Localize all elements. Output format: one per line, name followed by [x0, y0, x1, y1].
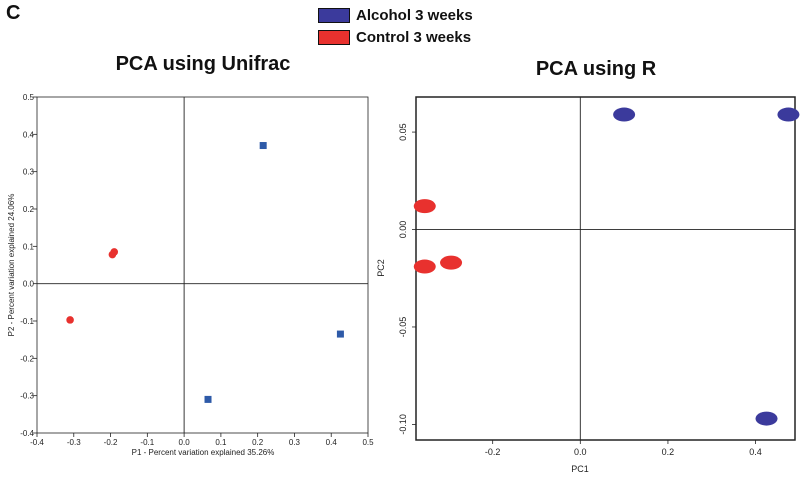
- y-tick-label: 0.4: [23, 130, 35, 139]
- y-tick-label: -0.05: [398, 317, 408, 338]
- chart-title: PCA using Unifrac: [116, 53, 291, 75]
- x-tick-label: 0.2: [662, 447, 675, 457]
- x-tick-label: 0.2: [252, 438, 264, 447]
- plot-frame: [36, 96, 369, 434]
- x-tick-label: 0.0: [574, 447, 587, 457]
- data-point-control: [413, 259, 436, 274]
- data-point-alcohol: [259, 142, 267, 150]
- y-tick-label: -0.1: [20, 317, 34, 326]
- x-tick-label: 0.0: [179, 438, 191, 447]
- data-point-alcohol: [336, 330, 344, 338]
- y-tick-label: 0.5: [23, 93, 35, 102]
- legend-label-alcohol: Alcohol 3 weeks: [356, 6, 473, 24]
- y-tick-label: 0.1: [23, 242, 35, 251]
- x-tick-label: -0.2: [104, 438, 118, 447]
- x-tick-label: 0.4: [749, 447, 762, 457]
- legend-label-control: Control 3 weeks: [356, 28, 472, 46]
- chart-pca-r: PCA using R -0.2 0.0 0.2 0.4 0.05 0.00 -0.05 -0.…: [376, 58, 800, 474]
- legend-swatch-control: [318, 29, 350, 45]
- data-point-control: [66, 316, 74, 324]
- data-point-control: [440, 255, 463, 270]
- panel-label: C: [6, 2, 21, 24]
- y-axis-label: P2 - Percent variation explained 24.06%: [7, 194, 16, 337]
- legend-item-alcohol: Alcohol 3 weeks: [318, 4, 473, 26]
- y-axis-label: PC2: [376, 259, 386, 277]
- x-tick-label: 0.1: [215, 438, 227, 447]
- y-tick-label: -0.10: [398, 414, 408, 435]
- y-tick-label: 0.2: [23, 205, 35, 214]
- legend: Alcohol 3 weeks Control 3 weeks: [318, 4, 473, 48]
- x-tick-label: 0.3: [289, 438, 301, 447]
- x-tick-label: -0.1: [140, 438, 154, 447]
- x-tick-label: 0.4: [326, 438, 338, 447]
- y-tick-label: 0.05: [398, 123, 408, 141]
- y-tick-label: -0.2: [20, 354, 34, 363]
- x-axis-label: PC1: [571, 464, 589, 474]
- y-tick-label: -0.4: [20, 429, 34, 438]
- legend-item-control: Control 3 weeks: [318, 26, 473, 48]
- data-point-alcohol: [204, 395, 212, 403]
- y-tick-label: 0.00: [398, 221, 408, 239]
- x-axis-label: P1 - Percent variation explained 35.26%: [132, 448, 275, 457]
- y-tick-label: 0.3: [23, 168, 35, 177]
- data-point-alcohol: [777, 107, 800, 122]
- y-tick-label: 0.0: [23, 280, 35, 289]
- data-point-alcohol: [613, 107, 636, 122]
- x-tick-label: 0.5: [362, 438, 374, 447]
- legend-swatch-alcohol: [318, 7, 350, 23]
- data-point-alcohol: [755, 411, 778, 426]
- y-tick-label: -0.3: [20, 392, 34, 401]
- chart-title: PCA using R: [536, 58, 657, 80]
- chart-pca-unifrac: PCA using Unifrac -0.4 -0.3 -0.2 -0.1 0.0 0.1 0…: [7, 53, 374, 457]
- data-point-control: [108, 250, 117, 259]
- plot-frame: [415, 96, 796, 441]
- x-tick-label: -0.2: [485, 447, 501, 457]
- x-tick-label: -0.4: [30, 438, 44, 447]
- data-point-control: [413, 199, 436, 214]
- x-tick-label: -0.3: [67, 438, 81, 447]
